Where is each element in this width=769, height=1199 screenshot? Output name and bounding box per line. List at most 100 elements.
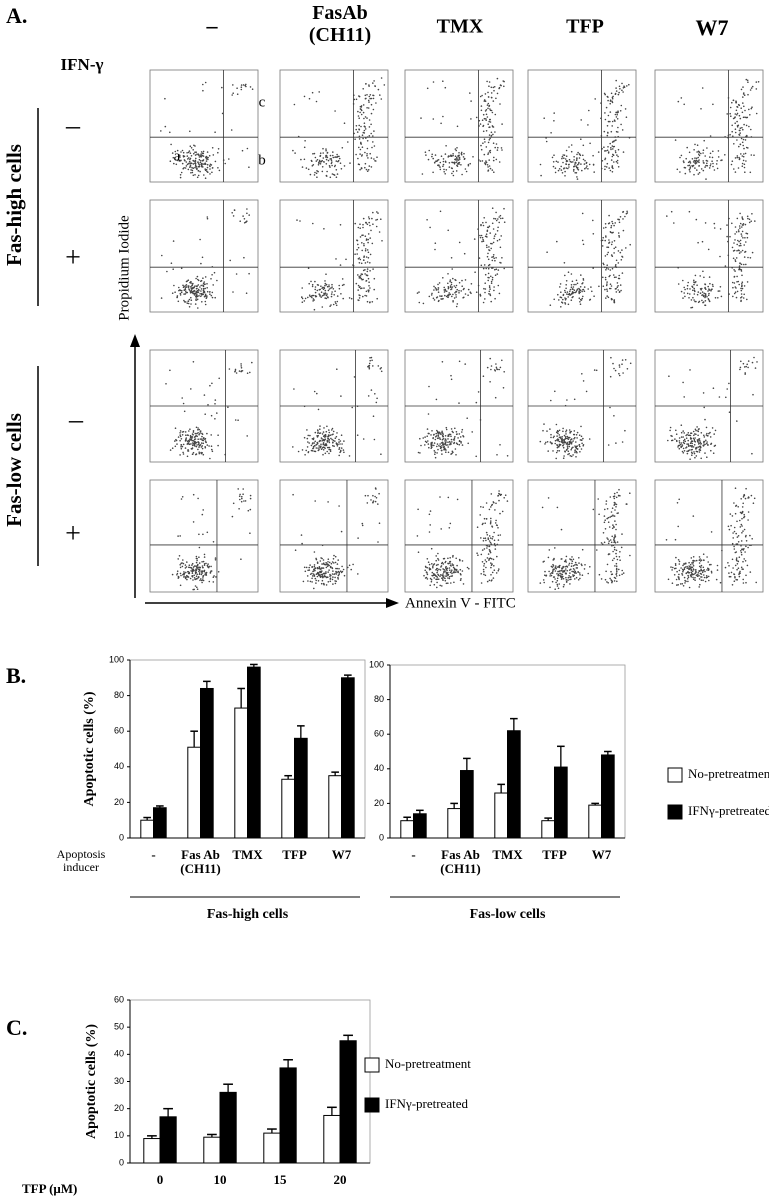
dot (499, 534, 502, 536)
dot (458, 281, 461, 284)
dot (562, 565, 564, 568)
dot (739, 368, 741, 371)
dot (328, 441, 331, 444)
dot (491, 111, 494, 114)
dot (246, 212, 248, 215)
dot (360, 113, 363, 116)
dot (712, 150, 714, 153)
dot (582, 278, 585, 280)
dot (364, 166, 366, 169)
dot (449, 569, 451, 571)
dot (482, 142, 484, 144)
dot (211, 147, 214, 149)
dot (198, 433, 200, 436)
dot (736, 250, 738, 252)
dot (363, 244, 365, 247)
dot (431, 574, 433, 577)
dot (693, 159, 696, 162)
dot (612, 274, 615, 276)
dot (683, 568, 686, 571)
dot (573, 159, 575, 161)
dot (680, 431, 683, 434)
dot (695, 429, 697, 432)
dot (435, 288, 438, 290)
dot (750, 154, 753, 156)
dot (209, 384, 211, 387)
dot (743, 366, 746, 368)
y-tick-label: 0 (379, 832, 384, 842)
dot (460, 574, 462, 576)
dot (340, 395, 342, 397)
dot (741, 111, 744, 114)
dot (196, 287, 198, 290)
dot (739, 143, 742, 146)
dot (579, 439, 582, 441)
dot (445, 444, 448, 446)
dot (603, 263, 605, 266)
dot (698, 451, 701, 453)
dot (337, 578, 340, 580)
dot (191, 433, 194, 435)
dot (733, 282, 736, 284)
dot (484, 110, 487, 112)
dot (741, 216, 743, 218)
dot (740, 540, 743, 542)
dot (204, 276, 207, 278)
dot (618, 372, 620, 375)
dot (606, 581, 608, 583)
dot (292, 493, 294, 496)
dot (580, 119, 582, 121)
dot (488, 535, 491, 537)
dot (428, 513, 431, 516)
dot (191, 568, 193, 570)
dot (169, 131, 171, 134)
dot (438, 445, 440, 447)
dot (313, 564, 316, 566)
dot (337, 574, 340, 577)
dot (481, 240, 483, 243)
dot (198, 533, 200, 536)
dot (491, 222, 494, 225)
dot (371, 301, 374, 303)
dot (710, 570, 713, 573)
dot (324, 452, 327, 455)
dot (491, 278, 494, 281)
dot (343, 451, 345, 454)
dot (693, 451, 695, 453)
dot (199, 154, 201, 157)
dot (565, 430, 567, 433)
dot (578, 161, 580, 164)
dot (476, 552, 478, 554)
dot (182, 284, 184, 287)
dot (454, 436, 456, 438)
dot (735, 557, 738, 559)
dot (734, 564, 737, 567)
dot (545, 574, 548, 577)
dot (360, 262, 363, 265)
dot (572, 565, 575, 567)
dot (560, 296, 563, 299)
dot (744, 237, 746, 239)
dot (453, 567, 456, 570)
dot (217, 444, 219, 447)
dot (608, 214, 610, 217)
dot (370, 499, 372, 501)
dot (452, 170, 455, 173)
dot (206, 444, 209, 446)
dot (370, 97, 373, 100)
dot (207, 171, 209, 173)
dot (201, 301, 203, 303)
dot (694, 300, 696, 303)
dot (377, 88, 380, 91)
dot (562, 577, 565, 580)
dot (684, 295, 686, 298)
dot (571, 562, 573, 565)
dot (208, 565, 211, 568)
dot (437, 563, 439, 566)
dot (354, 138, 356, 140)
dot (308, 566, 311, 569)
dot (669, 426, 672, 429)
dot (701, 294, 703, 297)
dot (734, 233, 736, 235)
dot (737, 541, 740, 543)
